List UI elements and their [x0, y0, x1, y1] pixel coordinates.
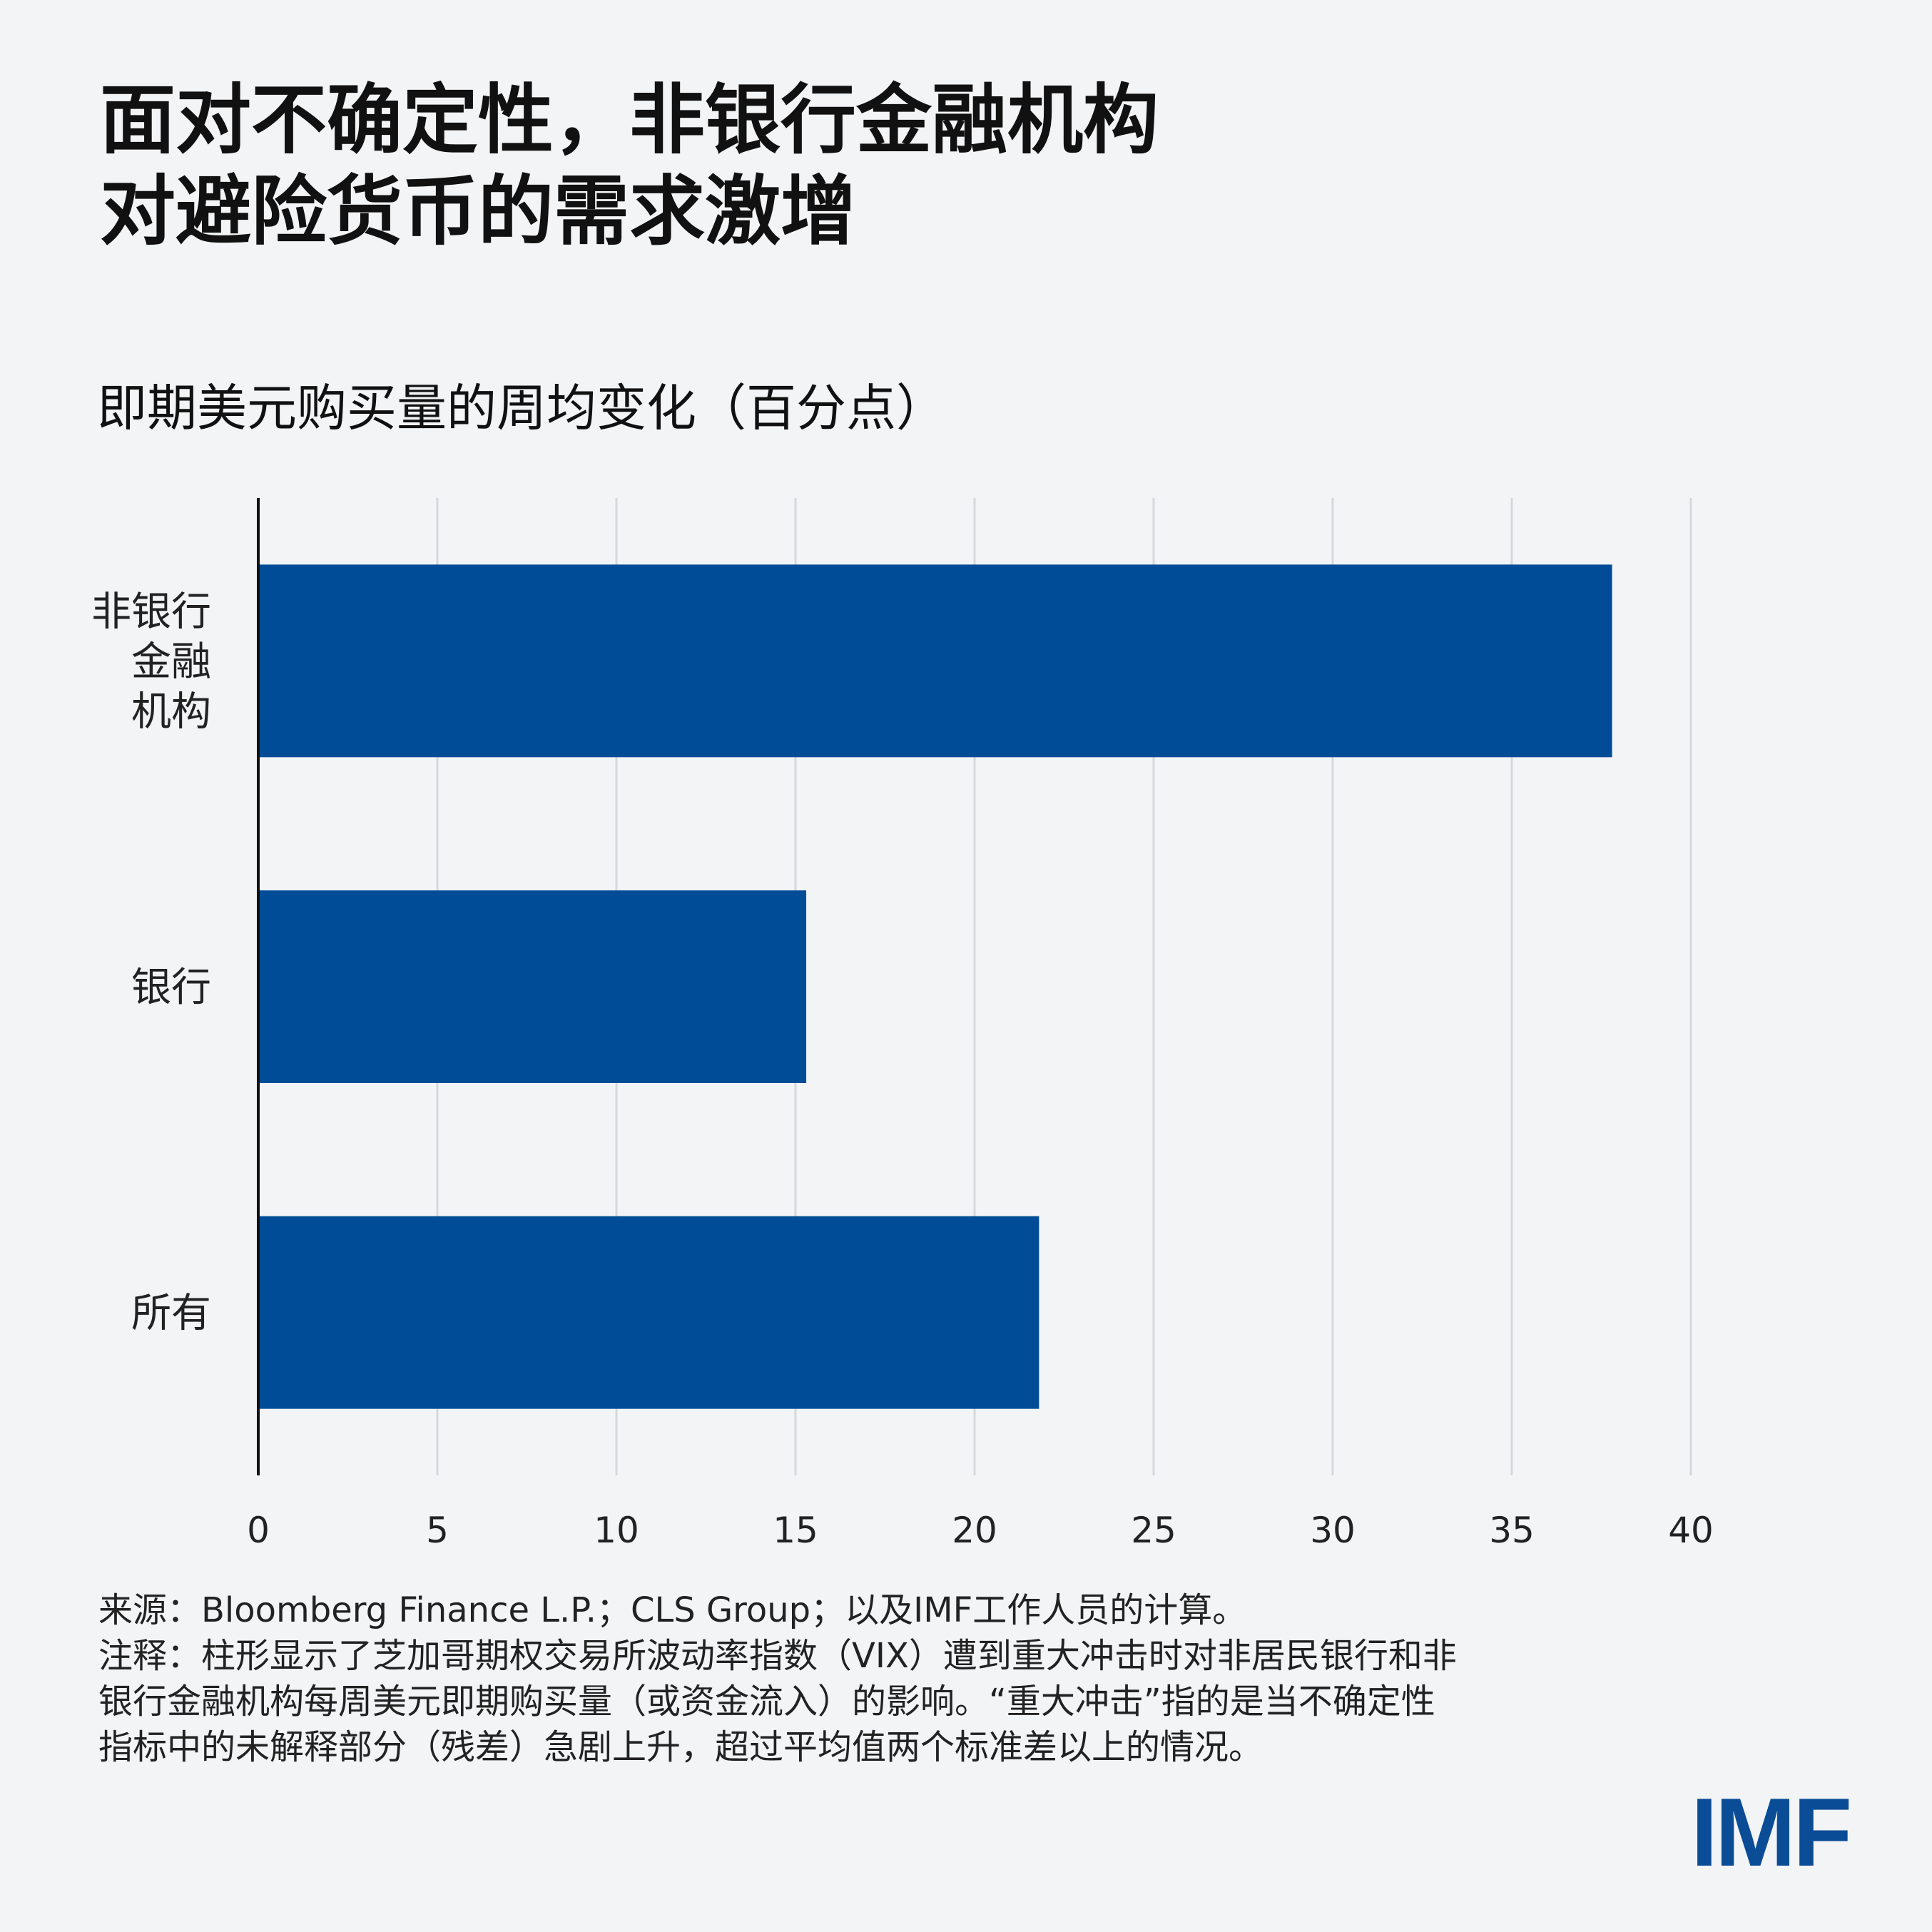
bar — [258, 564, 1612, 758]
category-label: 银行 — [131, 965, 211, 1011]
bar — [258, 890, 807, 1083]
chart-title-line-2: 对避险货币的需求激增 — [100, 168, 856, 255]
x-tick-label: 35 — [1489, 1510, 1535, 1551]
category-label: 金融 — [131, 639, 211, 685]
category-label: 机构 — [131, 688, 211, 735]
chart-subtitle: 即期美元购买量的周均变化（百分点） — [97, 379, 946, 437]
note-line-2: 银行金融机构每周美元即期购买量（或资金流入）的影响。“重大冲击”指的是当不确定性 — [98, 1682, 1435, 1722]
x-tick-label: 30 — [1310, 1510, 1356, 1551]
source-text: 来源：Bloomberg Finance L.P.；CLS Group；以及IM… — [98, 1590, 1247, 1630]
chart-title: 面对不确定性，非银行金融机构 对避险货币的需求激增 — [100, 75, 1741, 258]
bars — [258, 564, 1612, 1409]
category-label: 所有 — [131, 1291, 211, 1337]
x-tick-label: 5 — [426, 1510, 449, 1551]
note-line-3: 指标中的未解释部分（残差）急剧上升，超过平均值两个标准差以上的情况。 — [98, 1727, 1264, 1767]
chart-title-line-1: 面对不确定性，非银行金融机构 — [100, 76, 1159, 164]
x-tick-label: 25 — [1131, 1510, 1176, 1551]
x-tick-label: 0 — [247, 1510, 270, 1551]
imf-logo: IMF — [1691, 1778, 1852, 1886]
x-tick-label: 15 — [773, 1510, 818, 1551]
x-tick-label: 40 — [1668, 1510, 1714, 1551]
category-label: 非银行 — [91, 589, 211, 635]
bar — [258, 1216, 1039, 1409]
x-tick-label: 20 — [952, 1510, 997, 1551]
note-text: 注释：柱形显示了芝加哥期权交易所波动率指数（VIX）遭到重大冲击时对非居民银行和… — [98, 1633, 1668, 1770]
x-tick-label: 10 — [594, 1510, 639, 1551]
footer: 来源：Bloomberg Finance L.P.；CLS Group；以及IM… — [98, 1587, 1668, 1770]
note-line-1: 注释：柱形显示了芝加哥期权交易所波动率指数（VIX）遭到重大冲击时对非居民银行和… — [98, 1636, 1457, 1676]
